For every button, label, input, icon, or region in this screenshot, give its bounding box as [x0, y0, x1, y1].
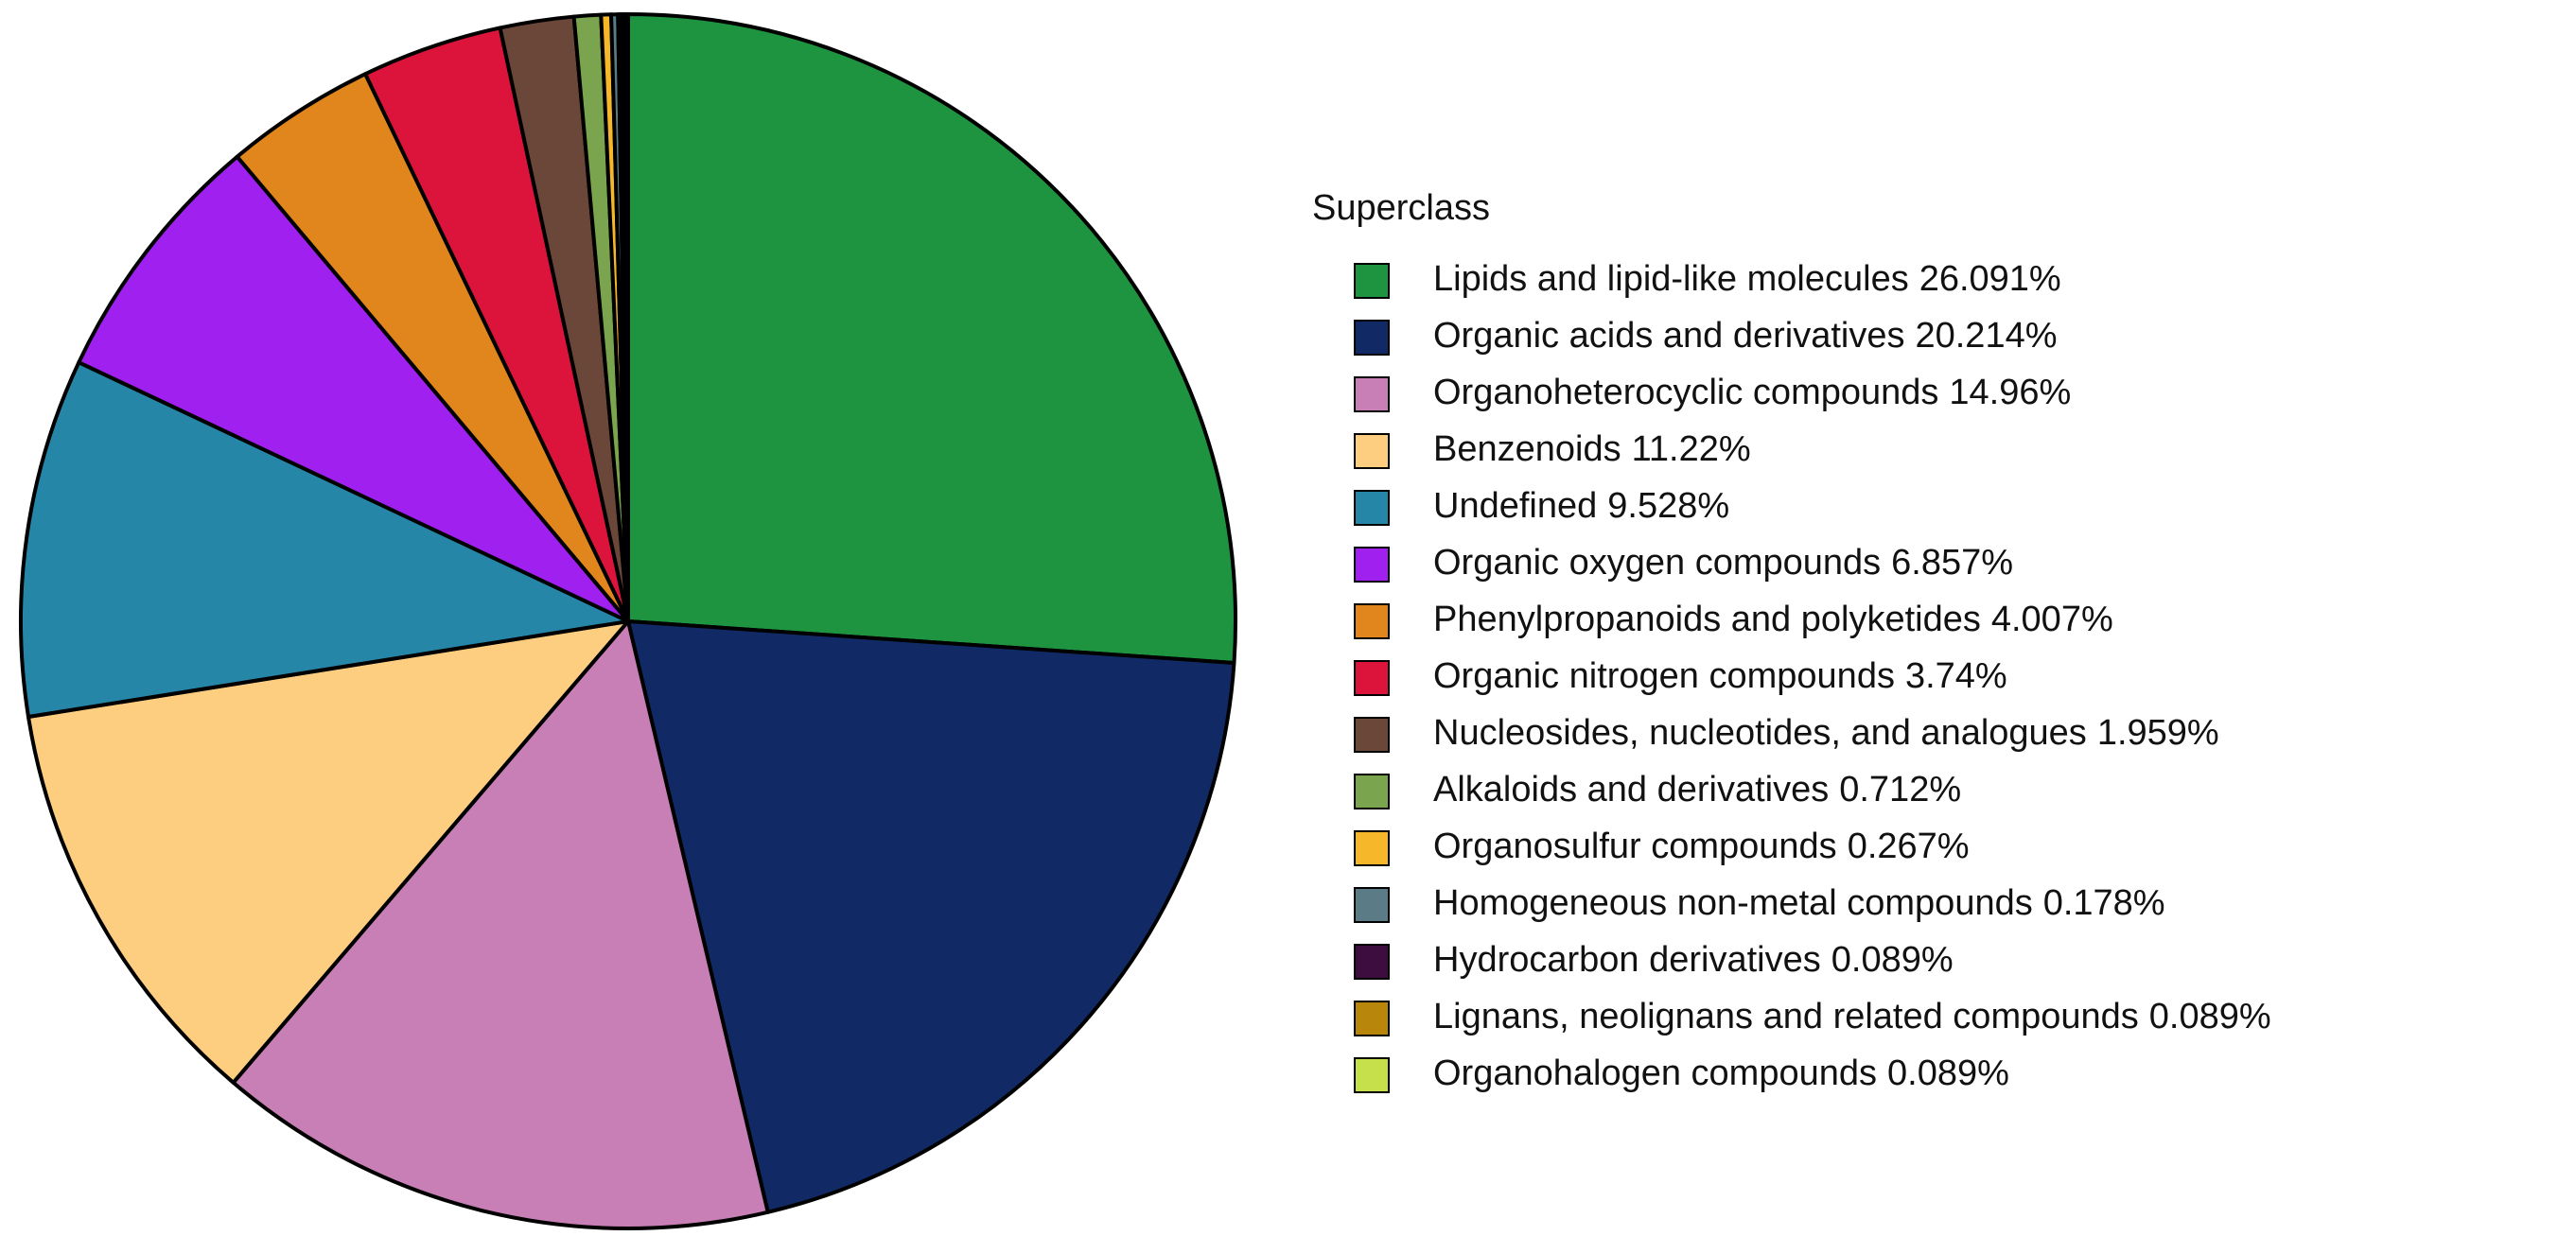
legend-value: 3.74%	[1905, 656, 2007, 696]
legend-value: 0.267%	[1848, 827, 1970, 866]
legend-swatch	[1354, 830, 1390, 866]
legend-swatch	[1354, 320, 1390, 356]
legend-category: Organic nitrogen compounds	[1433, 656, 1895, 696]
legend-label: Nucleosides, nucleotides, and analogues 1…	[1433, 713, 2219, 753]
legend-title: Superclass	[1312, 188, 1490, 228]
legend-value: 20.214%	[1915, 316, 2057, 356]
legend-category: Phenylpropanoids and polyketides	[1433, 600, 1981, 639]
legend-swatch	[1354, 717, 1390, 753]
legend-label: Hydrocarbon derivatives 0.089%	[1433, 940, 1954, 980]
legend-label: Organoheterocyclic compounds 14.96%	[1433, 373, 2071, 412]
pie-slice	[19, 360, 630, 720]
legend-label: Organic oxygen compounds 6.857%	[1433, 543, 2013, 583]
legend-swatch	[1354, 1057, 1390, 1093]
legend-category: Organic acids and derivatives	[1433, 316, 1904, 356]
legend-value: 0.178%	[2043, 883, 2165, 923]
legend-category: Homogeneous non-metal compounds	[1433, 883, 2033, 923]
pie-slice	[626, 619, 1236, 1214]
legend-value: 0.712%	[1839, 770, 1961, 809]
legend-swatch	[1354, 1001, 1390, 1036]
legend-swatch	[1354, 490, 1390, 526]
legend-swatch	[1354, 660, 1390, 696]
legend-category: Organic oxygen compounds	[1433, 543, 1881, 583]
legend-value: 26.091%	[1919, 259, 2061, 299]
legend-label: Phenylpropanoids and polyketides 4.007%	[1433, 600, 2113, 639]
legend-swatch	[1354, 376, 1390, 412]
legend-label: Organic acids and derivatives 20.214%	[1433, 316, 2058, 356]
legend-value: 9.528%	[1607, 486, 1729, 526]
pie-slice	[622, 11, 630, 623]
legend-value: 4.007%	[1991, 600, 2113, 639]
legend-swatch	[1354, 263, 1390, 299]
legend-category: Alkaloids and derivatives	[1433, 770, 1829, 809]
legend-label: Alkaloids and derivatives 0.712%	[1433, 770, 1961, 809]
legend-label: Lignans, neolignans and related compound…	[1433, 997, 2271, 1036]
legend-category: Nucleosides, nucleotides, and analogues	[1433, 713, 2087, 753]
legend-label: Benzenoids 11.22%	[1433, 429, 1751, 469]
legend-label: Lipids and lipid-like molecules 26.091%	[1433, 259, 2061, 299]
pie-slice	[77, 154, 630, 623]
legend-label: Homogeneous non-metal compounds 0.178%	[1433, 883, 2165, 923]
legend-category: Hydrocarbon derivatives	[1433, 940, 1821, 980]
legend-swatch	[1354, 774, 1390, 809]
legend-category: Lignans, neolignans and related compound…	[1433, 997, 2139, 1036]
pie-slice	[231, 619, 770, 1230]
legend-swatch	[1354, 944, 1390, 980]
legend-category: Undefined	[1433, 486, 1597, 526]
legend-value: 11.22%	[1632, 429, 1751, 469]
legend-category: Organosulfur compounds	[1433, 827, 1837, 866]
legend-label: Organosulfur compounds 0.267%	[1433, 827, 1970, 866]
pie	[19, 11, 1237, 1230]
legend-label: Undefined 9.528%	[1433, 486, 1729, 526]
legend-swatch	[1354, 433, 1390, 469]
legend-category: Lipids and lipid-like molecules	[1433, 259, 1909, 299]
legend-value: 0.089%	[1831, 940, 1954, 980]
legend-swatch	[1354, 547, 1390, 583]
pie-slice	[26, 619, 630, 1085]
legend-value: 6.857%	[1891, 543, 2013, 583]
legend-category: Organohalogen compounds	[1433, 1053, 1877, 1093]
legend-category: Benzenoids	[1433, 429, 1621, 469]
legend-swatch	[1354, 887, 1390, 923]
legend-value: 0.089%	[2149, 997, 2271, 1036]
legend-label: Organic nitrogen compounds 3.74%	[1433, 656, 2007, 696]
pie-slice	[626, 12, 1237, 665]
legend-value: 14.96%	[1949, 373, 2071, 412]
legend-value: 1.959%	[2097, 713, 2219, 753]
legend-category: Organoheterocyclic compounds	[1433, 373, 1938, 412]
legend-label: Organohalogen compounds 0.089%	[1433, 1053, 2009, 1093]
legend-swatch	[1354, 603, 1390, 639]
legend-value: 0.089%	[1887, 1053, 2009, 1093]
